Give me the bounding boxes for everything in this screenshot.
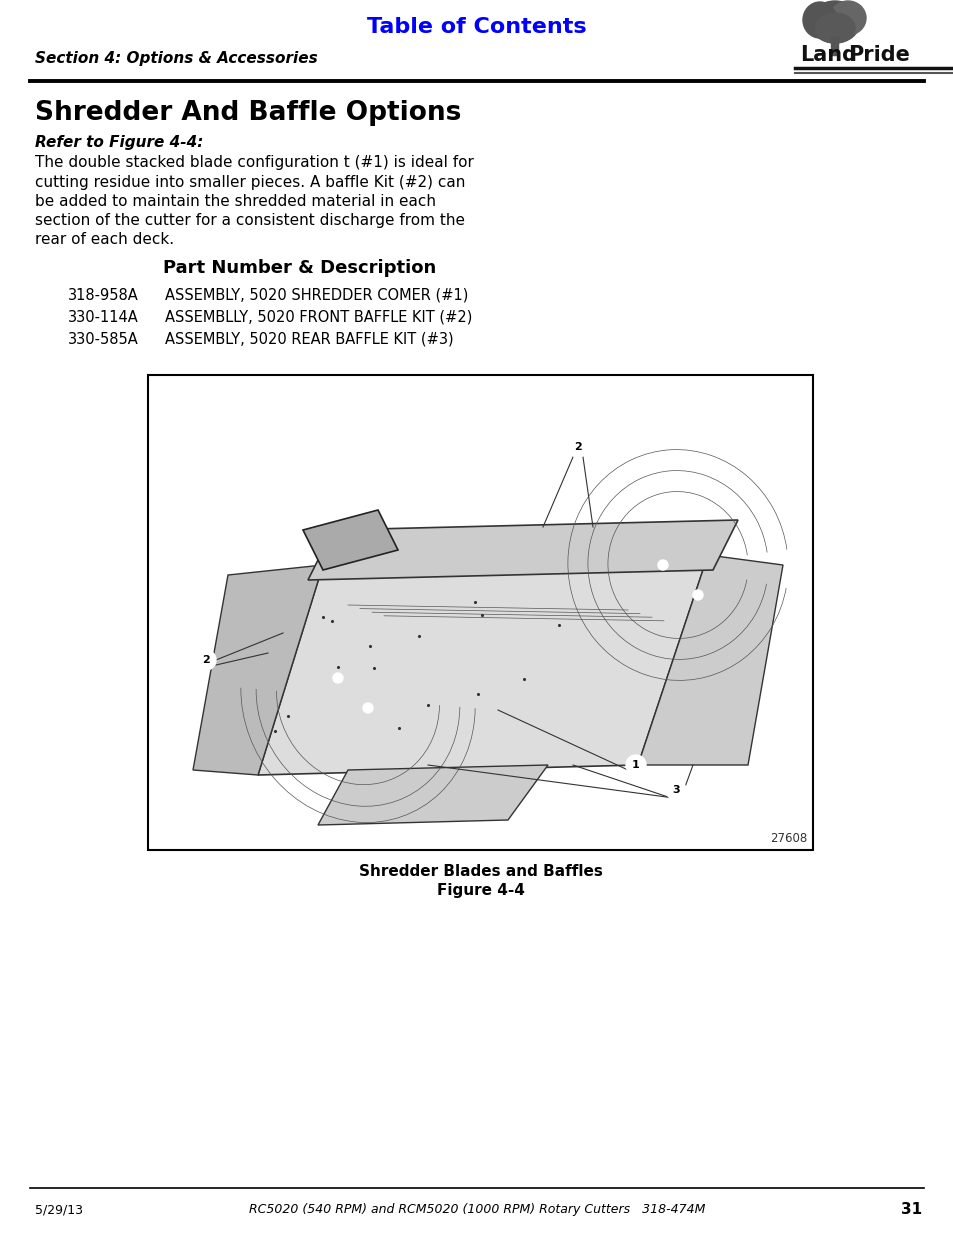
- Text: Shredder And Baffle Options: Shredder And Baffle Options: [35, 100, 461, 126]
- Text: 330-585A: 330-585A: [68, 331, 138, 347]
- Circle shape: [333, 673, 343, 683]
- Circle shape: [363, 703, 373, 713]
- Text: Table of Contents: Table of Contents: [367, 17, 586, 37]
- Text: ASSEMBLY, 5020 SHREDDER COMER (#1): ASSEMBLY, 5020 SHREDDER COMER (#1): [165, 288, 468, 303]
- Circle shape: [195, 650, 215, 671]
- Text: ASSEMBLY, 5020 REAR BAFFLE KIT (#3): ASSEMBLY, 5020 REAR BAFFLE KIT (#3): [165, 331, 453, 347]
- Polygon shape: [303, 510, 397, 571]
- Bar: [830, 37, 837, 56]
- Text: Pride: Pride: [847, 44, 909, 65]
- Text: Figure 4-4: Figure 4-4: [436, 883, 524, 898]
- Text: 3: 3: [672, 785, 679, 795]
- Text: Land: Land: [800, 44, 856, 65]
- Polygon shape: [193, 564, 323, 776]
- Circle shape: [658, 559, 667, 571]
- Ellipse shape: [802, 2, 836, 38]
- Polygon shape: [257, 555, 707, 776]
- Ellipse shape: [809, 1, 859, 43]
- Text: 1: 1: [632, 760, 639, 769]
- Text: section of the cutter for a consistent discharge from the: section of the cutter for a consistent d…: [35, 212, 464, 227]
- Ellipse shape: [829, 1, 865, 35]
- Text: 330-114A: 330-114A: [68, 310, 138, 325]
- Text: Section 4: Options & Accessories: Section 4: Options & Accessories: [35, 51, 317, 65]
- Polygon shape: [308, 520, 738, 580]
- Ellipse shape: [221, 574, 494, 821]
- Text: 2: 2: [202, 655, 210, 664]
- Ellipse shape: [558, 435, 798, 695]
- Text: 31: 31: [900, 1203, 921, 1218]
- Text: Part Number & Description: Part Number & Description: [163, 259, 436, 277]
- Text: rear of each deck.: rear of each deck.: [35, 231, 174, 247]
- Text: 27608: 27608: [769, 832, 806, 845]
- Text: Shredder Blades and Baffles: Shredder Blades and Baffles: [358, 864, 601, 879]
- Circle shape: [625, 755, 645, 776]
- Text: 5/29/13: 5/29/13: [35, 1203, 83, 1216]
- Polygon shape: [317, 764, 547, 825]
- Ellipse shape: [814, 14, 854, 43]
- Text: be added to maintain the shredded material in each: be added to maintain the shredded materi…: [35, 194, 436, 209]
- Text: cutting residue into smaller pieces. A baffle Kit (#2) can: cutting residue into smaller pieces. A b…: [35, 174, 465, 189]
- Circle shape: [665, 781, 685, 800]
- Circle shape: [567, 437, 587, 457]
- Circle shape: [692, 590, 702, 600]
- Bar: [148, 375, 812, 850]
- Polygon shape: [638, 555, 782, 764]
- Text: RC5020 (540 RPM) and RCM5020 (1000 RPM) Rotary Cutters   318-474M: RC5020 (540 RPM) and RCM5020 (1000 RPM) …: [249, 1203, 704, 1216]
- Text: 318-958A: 318-958A: [68, 288, 138, 303]
- Bar: [150, 377, 810, 848]
- Text: 2: 2: [574, 442, 581, 452]
- Text: ASSEMBLLY, 5020 FRONT BAFFLE KIT (#2): ASSEMBLLY, 5020 FRONT BAFFLE KIT (#2): [165, 310, 472, 325]
- Text: The double stacked blade configuration t (#1) is ideal for: The double stacked blade configuration t…: [35, 156, 474, 170]
- Text: Refer to Figure 4-4:: Refer to Figure 4-4:: [35, 135, 203, 149]
